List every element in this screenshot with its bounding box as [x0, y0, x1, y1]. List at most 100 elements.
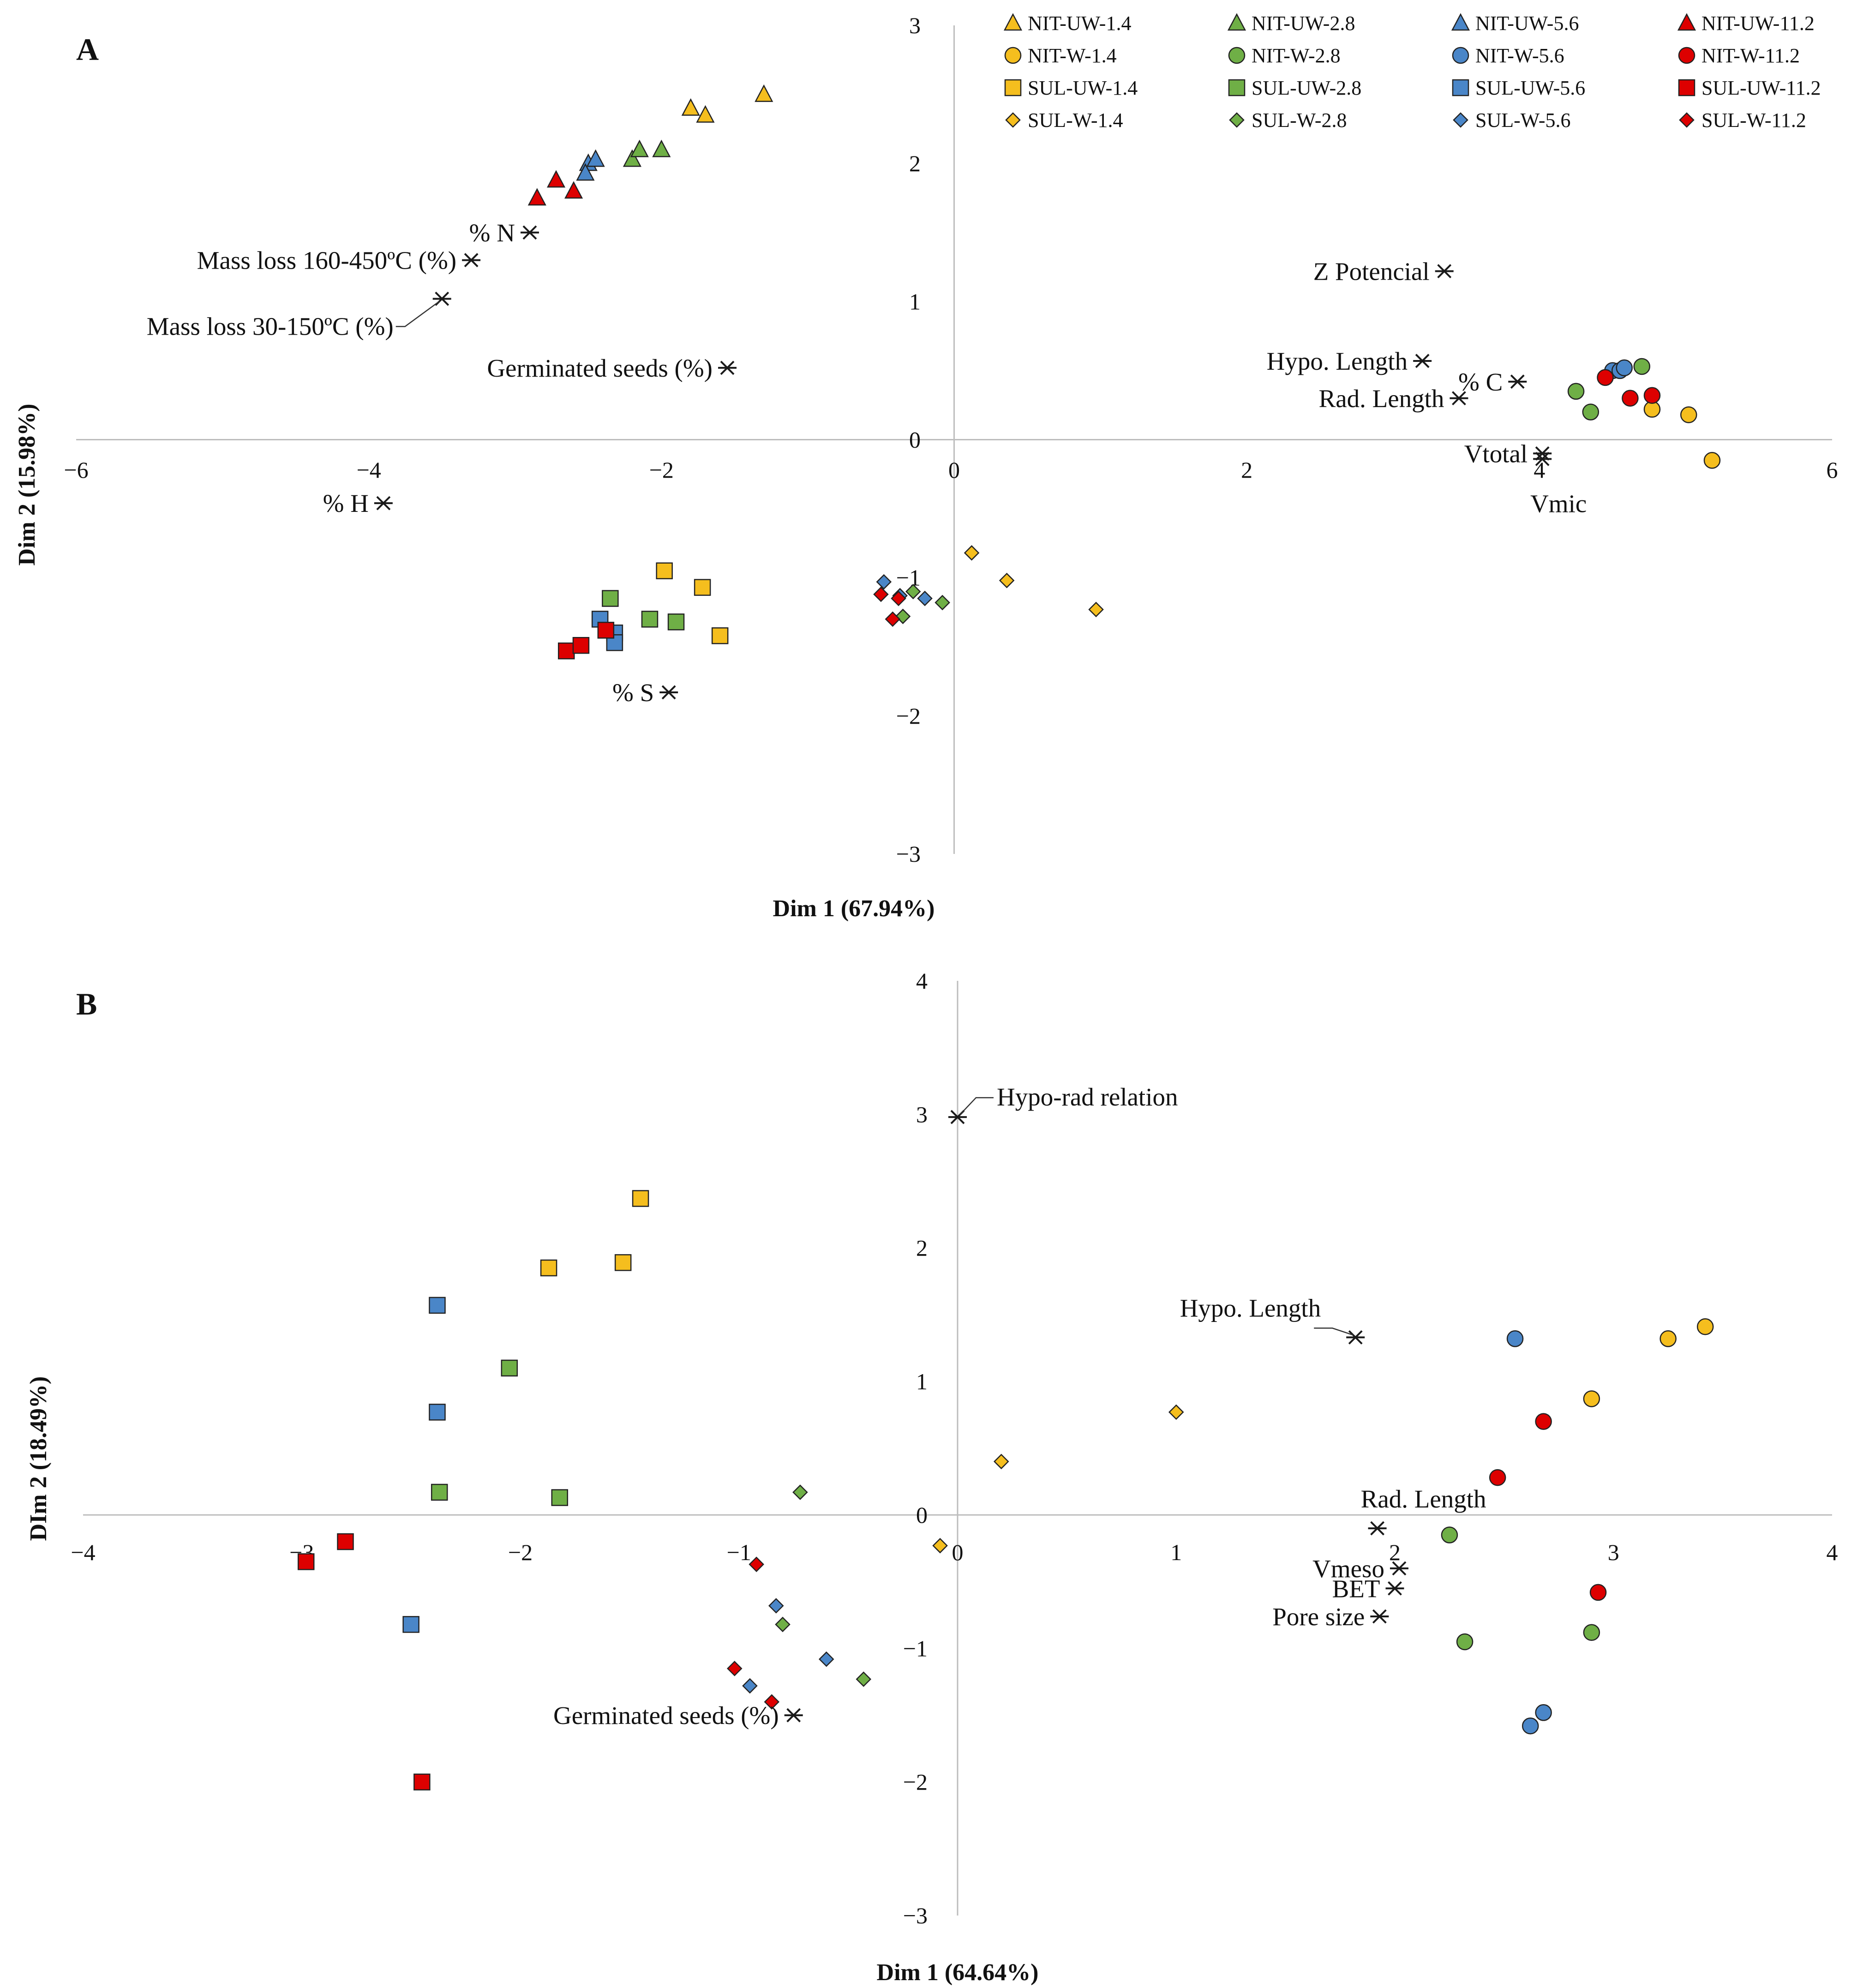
variable-marker-vmeso: [1390, 1561, 1408, 1576]
variable-label-n: % N: [469, 219, 515, 247]
point-sul-w-2-8: [792, 1484, 808, 1500]
point-sul-uw-11-2: [557, 642, 575, 660]
variable-marker-rad-length: [1368, 1521, 1387, 1536]
point-nit-w-5-6: [1535, 1704, 1552, 1721]
variable-marker-h: [374, 496, 393, 511]
point-sul-uw-1-4: [656, 562, 673, 579]
panel-a-y-tick-label: −1: [896, 565, 921, 591]
panel-b-x-tick-label: −1: [727, 1539, 751, 1565]
legend-label-sul-w-2-8: SUL-W-2.8: [1252, 109, 1347, 132]
point-nit-uw-5-6: [586, 149, 605, 167]
point-sul-w-5-6: [876, 574, 892, 590]
point-sul-uw-2-8: [641, 611, 659, 628]
panel-a-y-tick-label: 1: [909, 288, 921, 314]
point-sul-uw-5-6: [429, 1404, 446, 1421]
variable-marker-pore-size: [1370, 1609, 1389, 1624]
panel-a-x-tick-label: −6: [64, 457, 88, 483]
point-nit-uw-1-4: [696, 105, 715, 123]
panel-b-y-tick-label: 1: [916, 1369, 928, 1394]
variable-label-pore-size: Pore size: [1272, 1603, 1365, 1631]
legend-marker-nit-uw-2-8: [1227, 13, 1246, 31]
legend-label-sul-w-1-4: SUL-W-1.4: [1028, 109, 1123, 132]
panel-b-y-tick-label: 2: [916, 1235, 928, 1261]
variable-marker-c: [1508, 374, 1527, 389]
legend-marker-sul-w-1-4: [1005, 112, 1021, 128]
point-sul-uw-1-4: [540, 1259, 557, 1277]
panel-b-x-tick-label: −2: [508, 1539, 533, 1565]
variable-marker-bet: [1385, 1581, 1404, 1596]
panel-a-y-tick-label: 3: [909, 12, 921, 38]
variable-label-z-potencial: Z Potencial: [1313, 258, 1430, 286]
point-sul-uw-2-8: [551, 1489, 569, 1506]
legend-marker-nit-uw-1-4: [1003, 13, 1023, 31]
variable-label-mass-loss-30-150-c: Mass loss 30-150ºC (%): [147, 312, 394, 340]
variable-marker-germinated-seeds: [718, 360, 737, 375]
point-sul-w-2-8: [856, 1671, 872, 1687]
point-sul-w-11-2: [885, 611, 901, 627]
variable-marker-hypo-length: [1413, 354, 1432, 368]
panel-b-x-tick-label: −4: [71, 1539, 95, 1565]
point-nit-w-11-2: [1589, 1584, 1607, 1601]
point-nit-uw-11-2: [564, 181, 583, 199]
point-nit-w-5-6: [1616, 359, 1633, 377]
point-sul-w-1-4: [993, 1453, 1009, 1470]
variable-label-hypo-length: Hypo. Length: [1180, 1294, 1321, 1322]
point-sul-w-1-4: [932, 1538, 948, 1554]
legend-label-sul-w-5-6: SUL-W-5.6: [1475, 109, 1571, 132]
panel-b-y-tick-label: −2: [903, 1769, 928, 1795]
legend-marker-nit-w-2-8: [1228, 47, 1246, 64]
leader-line-hypo-rad-relation: [959, 1097, 994, 1115]
legend-label-nit-uw-2-8: NIT-UW-2.8: [1252, 12, 1355, 35]
variable-label-h: % H: [323, 489, 369, 517]
panel-b-x-tick-label: 4: [1827, 1539, 1838, 1565]
variable-label-vtotal: Vtotal: [1464, 439, 1528, 468]
panel-a-x-tick-label: −4: [357, 457, 381, 483]
panel-a-y-tick-label: 2: [909, 150, 921, 176]
point-sul-w-11-2: [727, 1661, 743, 1676]
point-nit-w-2-8: [1583, 1624, 1600, 1641]
legend-marker-nit-uw-11-2: [1677, 13, 1696, 31]
point-sul-uw-5-6: [402, 1616, 419, 1633]
point-sul-w-11-2: [873, 586, 889, 602]
point-sul-w-1-4: [1168, 1404, 1184, 1420]
point-sul-w-1-4: [964, 545, 980, 561]
point-nit-w-1-4: [1659, 1330, 1677, 1347]
point-sul-w-5-6: [768, 1598, 784, 1614]
point-sul-uw-5-6: [429, 1297, 446, 1314]
panel-a-x-tick-label: −2: [649, 457, 674, 483]
panel-a-y-tick-label: 0: [909, 427, 921, 453]
variable-marker-n: [520, 225, 539, 240]
legend-marker-nit-w-1-4: [1004, 47, 1022, 64]
point-sul-uw-11-2: [297, 1553, 315, 1570]
point-sul-uw-2-8: [602, 590, 619, 607]
point-nit-w-11-2: [1535, 1413, 1552, 1430]
variable-marker-s: [659, 685, 678, 700]
point-nit-w-11-2: [1489, 1469, 1506, 1486]
legend: NIT-UW-1.4 NIT-UW-2.8 NIT-UW-5.6 NIT-UW-11.…: [1003, 12, 1821, 132]
panel-a-x-tick-label: 2: [1241, 457, 1252, 483]
panel-b-y-tick-label: 4: [916, 968, 928, 994]
point-sul-uw-11-2: [413, 1773, 431, 1790]
variable-marker-rad-length: [1450, 391, 1468, 406]
point-sul-uw-1-4: [632, 1190, 649, 1207]
panel-a-y-tick-label: −2: [896, 703, 921, 729]
point-nit-w-2-8: [1582, 403, 1599, 420]
point-sul-w-2-8: [934, 595, 950, 611]
panel-b-y-tick-label: −3: [903, 1903, 928, 1928]
point-sul-uw-1-4: [711, 627, 729, 644]
panel-b-x-tick-label: 0: [952, 1539, 964, 1565]
point-nit-uw-1-4: [681, 98, 700, 116]
point-nit-uw-11-2: [546, 170, 566, 188]
leader-line-mass-loss-30-150-c: [395, 300, 440, 327]
legend-marker-sul-w-2-8: [1229, 112, 1245, 128]
legend-label-sul-w-11-2: SUL-W-11.2: [1701, 109, 1806, 132]
point-sul-w-11-2: [891, 590, 906, 607]
point-nit-uw-2-8: [623, 149, 641, 167]
point-sul-uw-2-8: [501, 1359, 518, 1377]
panel-b-x-tick-label: 3: [1608, 1539, 1619, 1565]
variable-label-hypo-rad-relation: Hypo-rad relation: [997, 1083, 1178, 1111]
panel-b-y-tick-label: 3: [916, 1101, 928, 1127]
variable-label-germinated-seeds: Germinated seeds (%): [487, 354, 713, 382]
point-nit-w-11-2: [1597, 369, 1614, 386]
